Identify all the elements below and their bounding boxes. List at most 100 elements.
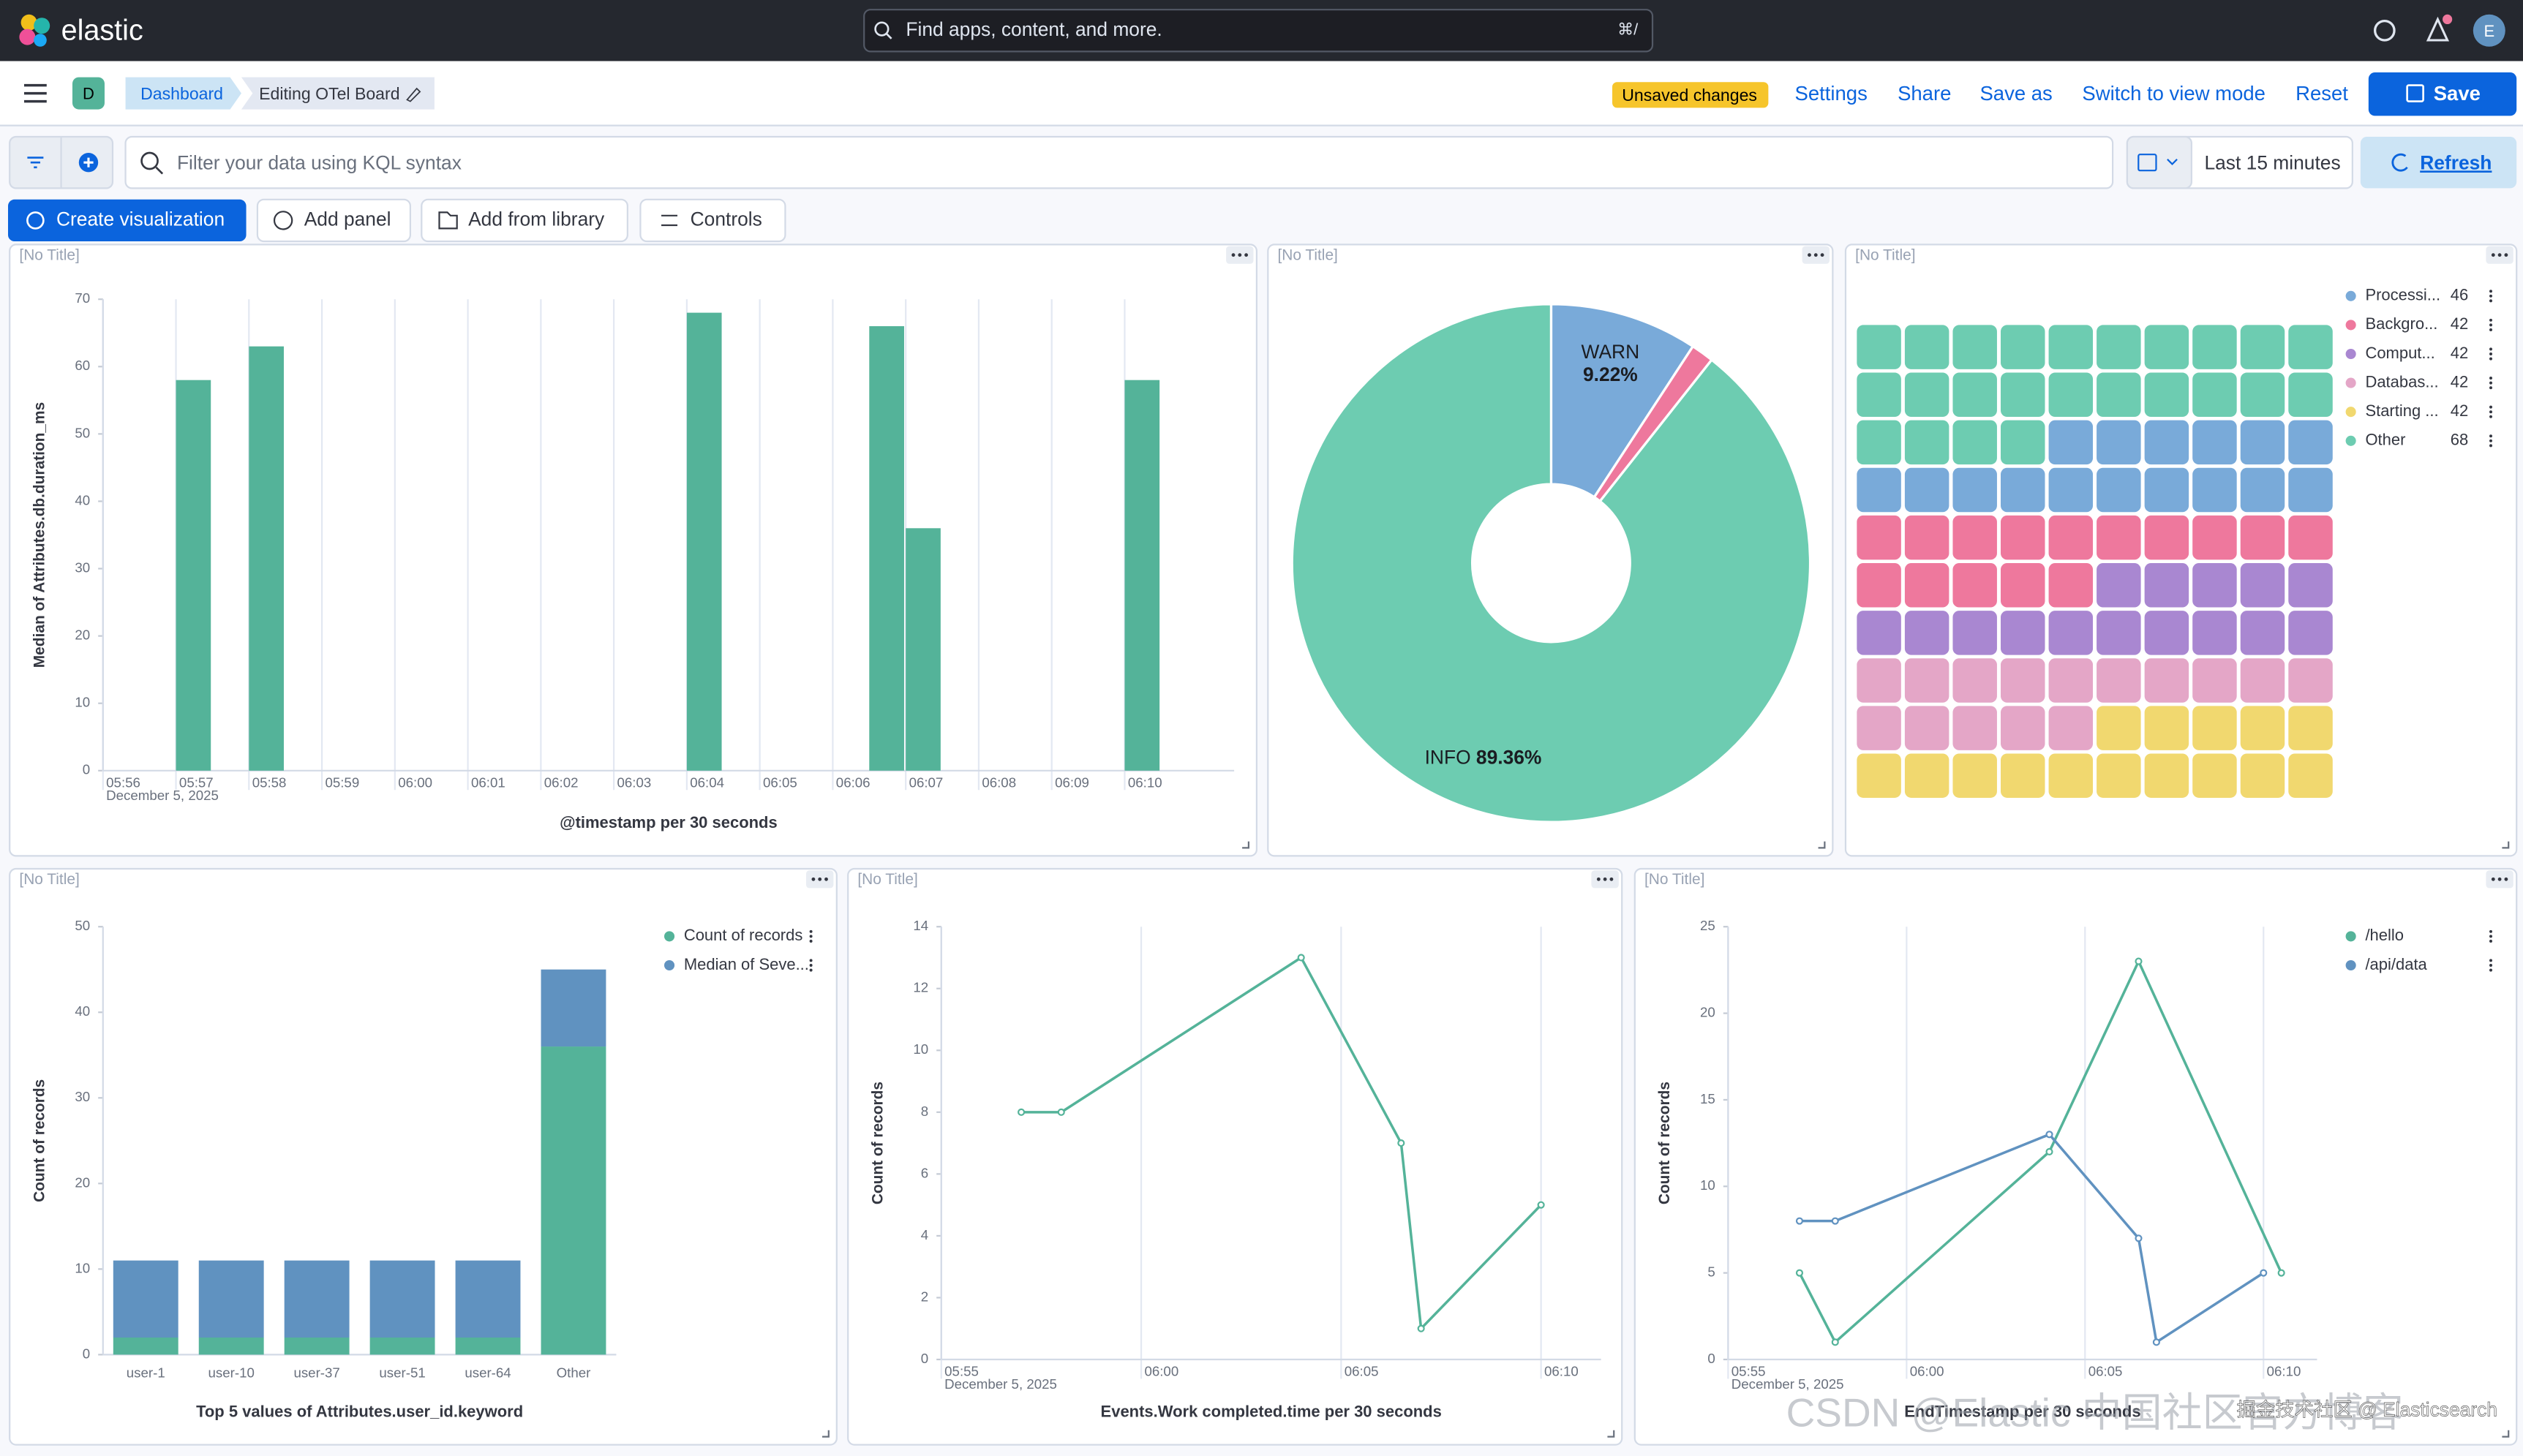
nav-action[interactable]: Settings xyxy=(1795,82,1868,105)
date-quick-menu[interactable] xyxy=(2126,135,2192,189)
logo-part xyxy=(19,29,36,45)
search-placeholder: Find apps, content, and more. xyxy=(906,18,1162,40)
logo[interactable] xyxy=(19,14,50,47)
y-tick-label: 0 xyxy=(921,1351,928,1366)
waffle-cell xyxy=(2192,611,2237,655)
legend-label[interactable]: Comput... xyxy=(2365,344,2434,362)
y-tick-label: 0 xyxy=(1707,1351,1715,1366)
legend-label[interactable]: Starting ... xyxy=(2365,401,2438,420)
slice-category: INFO xyxy=(1425,747,1471,769)
waffle-cell xyxy=(1904,325,1949,369)
resize-handle[interactable] xyxy=(1242,841,1250,849)
legend-swatch xyxy=(2345,377,2356,388)
global-search[interactable] xyxy=(863,9,1654,53)
legend-menu-dot xyxy=(2489,352,2492,355)
y-tick-label: 40 xyxy=(75,492,90,508)
avatar[interactable] xyxy=(2473,14,2505,47)
x-tick-label: 05:55 xyxy=(1731,1364,1766,1379)
nav-action[interactable]: Save as xyxy=(1979,82,2052,105)
panel-menu-dot xyxy=(824,877,828,881)
news-icon[interactable] xyxy=(2426,16,2450,42)
panel-title: [No Title] xyxy=(1855,246,1915,263)
legend-menu-dot xyxy=(2489,318,2492,322)
legend-label[interactable]: Count of records xyxy=(684,926,803,944)
toolbar-text: Add from library xyxy=(468,208,605,230)
point xyxy=(1795,1217,1804,1225)
x-tick-label: 06:02 xyxy=(544,774,579,790)
time-range: Last 15 minutes xyxy=(2204,151,2340,173)
legend-menu-dot xyxy=(2489,444,2492,448)
legend-label[interactable]: Backgro... xyxy=(2365,314,2437,333)
resize-handle[interactable] xyxy=(2502,1430,2510,1438)
toolbar-button[interactable] xyxy=(7,199,247,241)
legend-value: 42 xyxy=(2451,401,2468,420)
waffle-cell xyxy=(2048,706,2094,750)
y-tick-label: 0 xyxy=(83,762,90,777)
brand: elastic xyxy=(61,14,143,46)
nav-action[interactable]: Share xyxy=(1898,82,1951,105)
point xyxy=(2045,1147,2053,1155)
legend-menu-dot xyxy=(2489,968,2492,972)
breadcrumb[interactable] xyxy=(125,77,241,110)
panel-menu-dot xyxy=(2504,253,2508,257)
save-button[interactable] xyxy=(2368,72,2517,116)
waffle-cell xyxy=(1904,467,1949,513)
legend-label[interactable]: Processi... xyxy=(2365,286,2440,304)
legend-label[interactable]: Median of Seve... xyxy=(684,955,809,973)
legend-label[interactable]: Other xyxy=(2365,431,2405,449)
waffle-cell xyxy=(2097,706,2141,750)
y-tick-label: 30 xyxy=(75,1089,90,1104)
waffle-cell xyxy=(1904,706,1949,750)
waffle-cell xyxy=(2144,515,2189,560)
x-axis-title: Events.Work completed.time per 30 second… xyxy=(1101,1402,1442,1420)
point xyxy=(1057,1108,1065,1116)
legend-label[interactable]: /api/data xyxy=(2365,955,2427,973)
bar-segment xyxy=(198,1260,264,1338)
resize-handle[interactable] xyxy=(1607,1430,1615,1438)
y-tick-label: 0 xyxy=(83,1346,90,1361)
panel-menu-dot xyxy=(2497,877,2502,881)
panel-title: [No Title] xyxy=(19,871,79,888)
x-tick-label: 05:59 xyxy=(325,774,359,790)
space-badge[interactable] xyxy=(72,77,105,110)
nav-action[interactable]: Reset xyxy=(2295,82,2348,105)
nav-action[interactable]: Switch to view mode xyxy=(2082,82,2265,105)
waffle-cell xyxy=(2144,325,2189,369)
waffle-cell xyxy=(2240,706,2285,750)
waffle-cell xyxy=(1857,325,1901,369)
menu-button[interactable] xyxy=(23,83,47,103)
waffle-cell xyxy=(2001,325,2045,369)
waffle-cell xyxy=(2001,753,2045,798)
toolbar-button[interactable] xyxy=(421,198,628,243)
resize-handle[interactable] xyxy=(2502,841,2510,849)
waffle-cell xyxy=(1952,563,1997,608)
help-icon[interactable] xyxy=(2373,19,2396,42)
waffle-cell xyxy=(2192,372,2237,418)
bar-segment xyxy=(198,1337,264,1355)
refresh-button[interactable] xyxy=(2360,137,2517,189)
x-tick-label: 06:01 xyxy=(471,774,505,790)
resize-handle[interactable] xyxy=(1818,841,1826,849)
waffle-cell xyxy=(1857,372,1901,418)
legend-swatch xyxy=(2345,435,2356,446)
legend-label[interactable]: Databas... xyxy=(2365,372,2438,391)
save-icon xyxy=(2406,84,2424,102)
legend-swatch xyxy=(2345,290,2356,301)
legend-swatch xyxy=(2345,959,2356,971)
toolbar-button[interactable] xyxy=(639,198,786,243)
x-tick-label: Other xyxy=(557,1365,591,1381)
waffle-cell xyxy=(1857,563,1901,608)
waffle-cell xyxy=(2097,658,2141,703)
toolbar-button[interactable] xyxy=(256,198,412,243)
bar xyxy=(1124,380,1160,771)
waffle-cell xyxy=(2192,658,2237,703)
kql-input[interactable] xyxy=(124,135,2114,189)
resize-handle[interactable] xyxy=(822,1430,830,1438)
point xyxy=(2135,1234,2143,1242)
legend-label[interactable]: /hello xyxy=(2365,926,2404,944)
panel-menu-dot xyxy=(1244,253,1249,257)
waffle-cell xyxy=(2288,706,2333,750)
waffle-cell xyxy=(2288,467,2333,513)
y-tick-label: 10 xyxy=(75,695,90,710)
bar-segment xyxy=(455,1260,521,1338)
